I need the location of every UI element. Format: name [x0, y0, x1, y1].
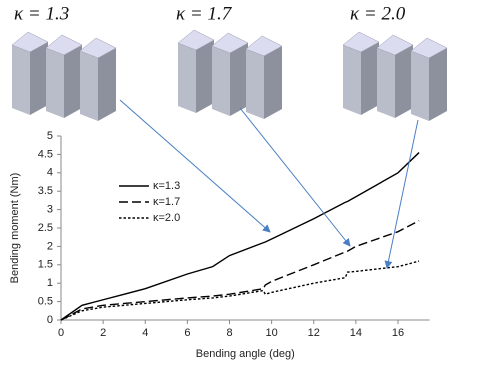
- plot: 0 0.5 1 1.5 2 2.5 3 3.5 4 4.5 5 0 2 4 6 8 10 12 14 16 Bendin…: [9, 130, 430, 360]
- x-tick-label: 12: [308, 327, 320, 339]
- series-line: [61, 261, 419, 320]
- y-tick-label: 0.5: [38, 296, 53, 308]
- structure-1: [12, 32, 116, 121]
- x-axis-label: Bending angle (deg): [196, 348, 295, 360]
- y-tick-label: 0: [47, 314, 53, 326]
- panel-label: κ = 1.3: [14, 3, 69, 24]
- structure-3: [343, 32, 447, 121]
- y-tick-label: 2.5: [38, 222, 53, 234]
- y-tick-label: 3: [47, 204, 53, 216]
- x-tick-label: 10: [266, 327, 278, 339]
- legend-label: κ=1.3: [153, 180, 180, 192]
- structure-2: [178, 30, 282, 119]
- y-tick-label: 2: [47, 240, 53, 252]
- figure: κ = 1.3 κ = 1.7 κ = 2.0 0 0.5 1 1.5 2 2.5 3 3.5…: [0, 0, 484, 365]
- x-tick-label: 2: [100, 327, 106, 339]
- x-tick-label: 8: [226, 327, 232, 339]
- y-tick-label: 4: [47, 167, 53, 179]
- y-tick-label: 1.5: [38, 259, 53, 271]
- legend-label: κ=1.7: [153, 196, 180, 208]
- y-tick-label: 3.5: [38, 185, 53, 197]
- y-tick-label: 1: [47, 277, 53, 289]
- x-tick-label: 16: [392, 327, 404, 339]
- panel-label: κ = 1.7: [176, 3, 233, 24]
- panel-label: κ = 2.0: [350, 3, 406, 24]
- x-tick-label: 14: [350, 327, 362, 339]
- y-tick-label: 5: [47, 130, 53, 142]
- y-axis-label: Bending moment (Nm): [9, 173, 21, 284]
- x-tick-label: 0: [58, 327, 64, 339]
- x-tick-label: 6: [184, 327, 190, 339]
- y-tick-label: 4.5: [38, 148, 53, 160]
- x-tick-label: 4: [142, 327, 148, 339]
- legend-label: κ=2.0: [153, 212, 180, 224]
